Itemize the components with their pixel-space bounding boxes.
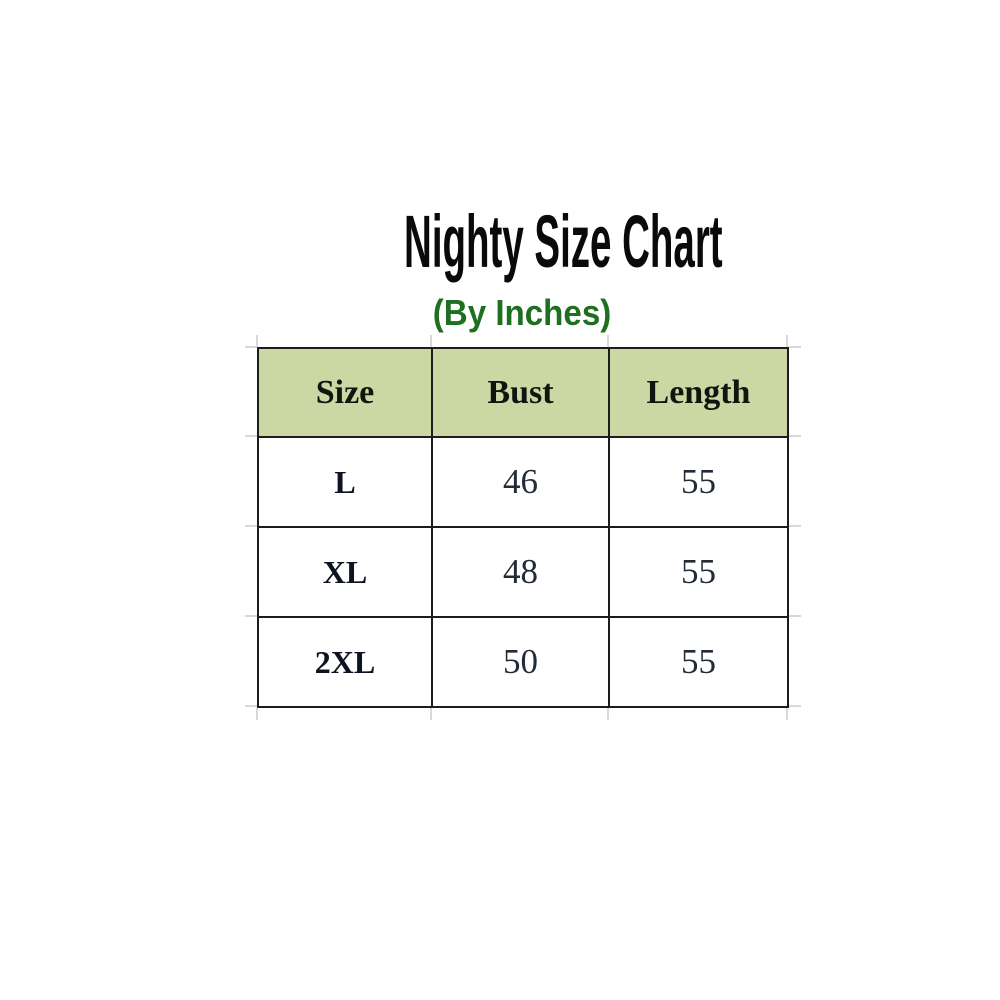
table-row-l: L 46 55 [257, 436, 789, 528]
gridline-stub [789, 705, 801, 707]
size-chart-table: Size Bust Length L 46 55 XL 48 55 [257, 347, 789, 708]
gridline-stub [430, 708, 432, 720]
size-cell: L [257, 436, 433, 528]
page-title: Nighty Size Chart [257, 205, 787, 279]
length-cell: 55 [608, 526, 789, 618]
page-title-text: Nighty Size Chart [404, 200, 723, 283]
gridline-stub [245, 435, 257, 437]
gridline-stub [786, 335, 788, 347]
gridline-stub [430, 335, 432, 347]
bust-cell: 50 [431, 616, 610, 708]
gridline-stub [789, 435, 801, 437]
column-header-size: Size [257, 347, 433, 438]
bust-cell: 46 [431, 436, 610, 528]
size-cell: 2XL [257, 616, 433, 708]
length-cell: 55 [608, 436, 789, 528]
page-subtitle: (By Inches) [257, 295, 787, 331]
gridline-stub [789, 615, 801, 617]
size-cell: XL [257, 526, 433, 618]
gridline-stub [786, 708, 788, 720]
gridline-stub [789, 525, 801, 527]
length-cell: 55 [608, 616, 789, 708]
size-chart-table-wrapper: Size Bust Length L 46 55 XL 48 55 [245, 335, 801, 720]
gridline-stub [245, 615, 257, 617]
page-subtitle-text: (By Inches) [432, 292, 612, 333]
gridline-stub [245, 346, 257, 348]
gridline-stub [256, 708, 258, 720]
header-row: Size Bust Length [257, 347, 789, 438]
table-row-xl: XL 48 55 [257, 526, 789, 618]
column-header-length: Length [608, 347, 789, 438]
gridline-stub [245, 705, 257, 707]
table-row-2xl: 2XL 50 55 [257, 616, 789, 708]
gridline-stub [256, 335, 258, 347]
column-header-bust: Bust [431, 347, 610, 438]
table-header: Size Bust Length [257, 347, 789, 438]
size-chart-content: Nighty Size Chart (By Inches) Size Bust … [245, 205, 801, 720]
gridline-stub [607, 335, 609, 347]
gridline-stub [607, 708, 609, 720]
bust-cell: 48 [431, 526, 610, 618]
table-body: L 46 55 XL 48 55 2XL 50 55 [257, 436, 789, 708]
gridline-stub [789, 346, 801, 348]
gridline-stub [245, 525, 257, 527]
